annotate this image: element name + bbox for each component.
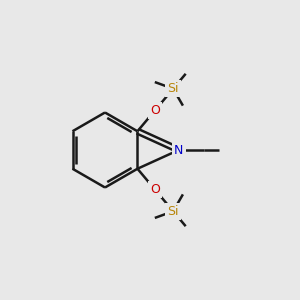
Text: Si: Si bbox=[167, 82, 179, 95]
Text: N: N bbox=[174, 143, 183, 157]
Text: O: O bbox=[150, 183, 160, 196]
Text: Si: Si bbox=[167, 205, 179, 218]
Text: O: O bbox=[150, 104, 160, 117]
